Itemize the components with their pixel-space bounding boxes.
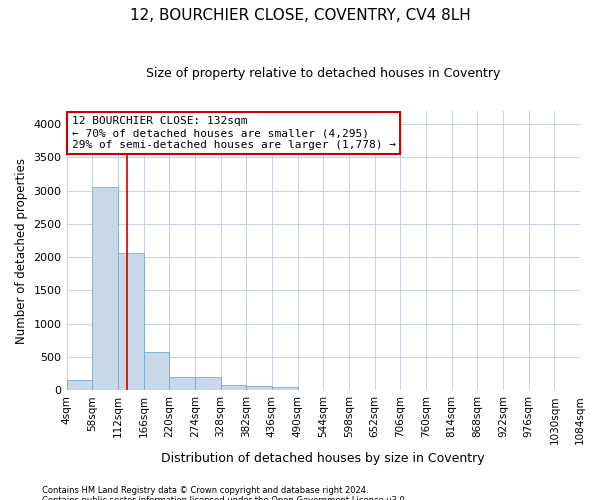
Y-axis label: Number of detached properties: Number of detached properties (15, 158, 28, 344)
Text: Contains HM Land Registry data © Crown copyright and database right 2024.: Contains HM Land Registry data © Crown c… (42, 486, 368, 495)
Bar (246, 386, 272, 390)
Bar (67, 380, 92, 390)
Text: 12 BOURCHIER CLOSE: 132sqm
← 70% of detached houses are smaller (4,295)
29% of s: 12 BOURCHIER CLOSE: 132sqm ← 70% of deta… (71, 116, 395, 150)
Bar (169, 376, 195, 390)
Bar (272, 387, 298, 390)
Text: 12, BOURCHIER CLOSE, COVENTRY, CV4 8LH: 12, BOURCHIER CLOSE, COVENTRY, CV4 8LH (130, 8, 470, 22)
Bar (92, 186, 118, 390)
Title: Size of property relative to detached houses in Coventry: Size of property relative to detached ho… (146, 68, 500, 80)
X-axis label: Distribution of detached houses by size in Coventry: Distribution of detached houses by size … (161, 452, 485, 465)
Bar (118, 253, 143, 390)
Bar (195, 377, 221, 390)
Text: Contains public sector information licensed under the Open Government Licence v3: Contains public sector information licen… (42, 496, 407, 500)
Bar (143, 352, 169, 390)
Bar (221, 385, 246, 390)
